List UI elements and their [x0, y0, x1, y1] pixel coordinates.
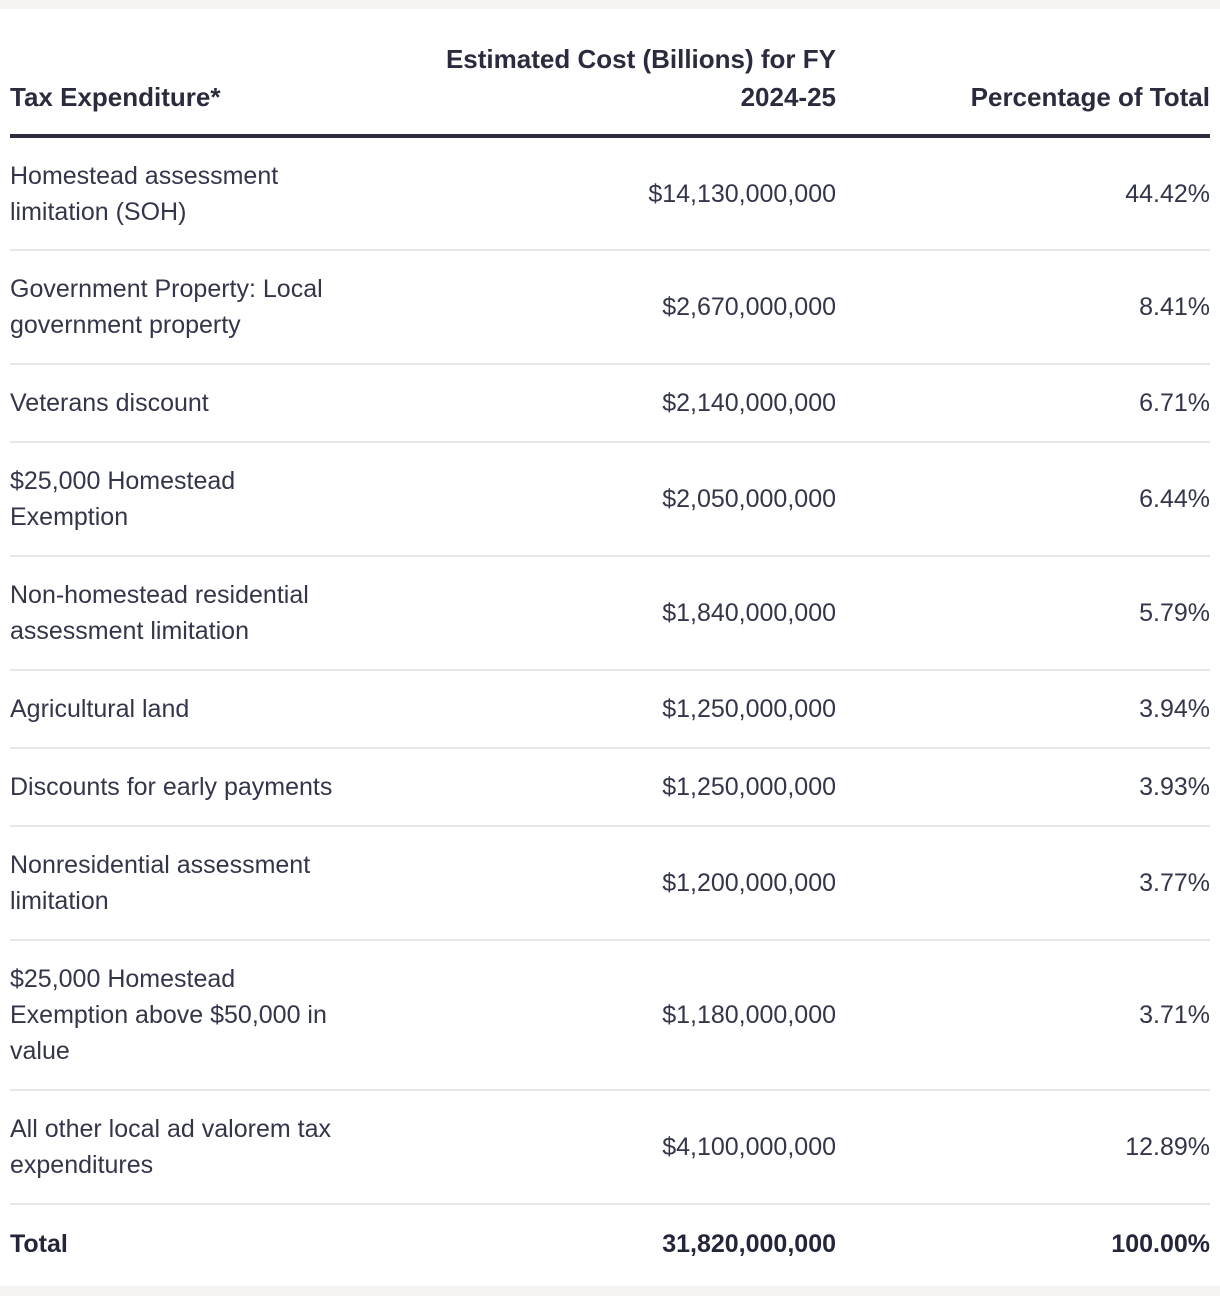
row-cost: $2,140,000,000	[366, 364, 836, 443]
row-percent: 6.44%	[836, 442, 1210, 557]
table-row: Discounts for early payments $1,250,000,…	[10, 748, 1210, 827]
header-tax-expenditure: Tax Expenditure*	[10, 9, 366, 138]
row-percent: 6.71%	[836, 364, 1210, 443]
table-row: Nonresidential assessment limitation $1,…	[10, 826, 1210, 941]
row-percent: 3.93%	[836, 748, 1210, 827]
row-percent: 3.77%	[836, 826, 1210, 941]
total-cost: 31,820,000,000	[662, 1230, 836, 1258]
row-name: All other local ad valorem tax expenditu…	[10, 1090, 366, 1205]
table-card: Tax Expenditure* Estimated Cost (Billion…	[0, 9, 1220, 1286]
tax-expenditure-table: Tax Expenditure* Estimated Cost (Billion…	[10, 9, 1210, 1284]
row-name: Veterans discount	[10, 364, 366, 443]
row-name: Nonresidential assessment limitation	[10, 826, 366, 941]
table-row: $25,000 Homestead Exemption above $50,00…	[10, 940, 1210, 1091]
table-footer: Total 31,820,000,000 100.00%	[10, 1204, 1210, 1284]
total-row: Total 31,820,000,000 100.00%	[10, 1204, 1210, 1284]
row-percent: 8.41%	[836, 250, 1210, 365]
row-cost: $4,100,000,000	[366, 1090, 836, 1205]
row-percent: 44.42%	[836, 136, 1210, 251]
row-cost: $2,050,000,000	[366, 442, 836, 557]
row-name: Discounts for early payments	[10, 748, 366, 827]
row-name: $25,000 Homestead Exemption	[10, 442, 366, 557]
row-name: $25,000 Homestead Exemption above $50,00…	[10, 940, 366, 1091]
row-percent: 12.89%	[836, 1090, 1210, 1205]
row-cost: $1,200,000,000	[366, 826, 836, 941]
table-header: Tax Expenditure* Estimated Cost (Billion…	[10, 9, 1210, 138]
row-cost: $2,670,000,000	[366, 250, 836, 365]
row-percent: 3.71%	[836, 940, 1210, 1091]
table-row: All other local ad valorem tax expenditu…	[10, 1090, 1210, 1205]
header-row: Tax Expenditure* Estimated Cost (Billion…	[10, 9, 1210, 138]
row-name: Non-homestead residential assessment lim…	[10, 556, 366, 671]
table-row: Agricultural land $1,250,000,000 3.94%	[10, 670, 1210, 749]
row-name: Government Property: Local government pr…	[10, 250, 366, 365]
row-cost: $1,180,000,000	[366, 940, 836, 1091]
table-row: Non-homestead residential assessment lim…	[10, 556, 1210, 671]
table-row: Homestead assessment limitation (SOH) $1…	[10, 136, 1210, 251]
header-estimated-cost: Estimated Cost (Billions) for FY 2024-25	[366, 9, 836, 138]
row-cost: $14,130,000,000	[366, 136, 836, 251]
row-name: Agricultural land	[10, 670, 366, 749]
total-label: Total	[10, 1230, 68, 1258]
row-percent: 5.79%	[836, 556, 1210, 671]
row-cost: $1,840,000,000	[366, 556, 836, 671]
table-body: Homestead assessment limitation (SOH) $1…	[10, 136, 1210, 1205]
table-row: Veterans discount $2,140,000,000 6.71%	[10, 364, 1210, 443]
row-cost: $1,250,000,000	[366, 670, 836, 749]
row-percent: 3.94%	[836, 670, 1210, 749]
total-percent: 100.00%	[1111, 1230, 1210, 1258]
table-row: Government Property: Local government pr…	[10, 250, 1210, 365]
header-percentage: Percentage of Total	[836, 9, 1210, 138]
table-row: $25,000 Homestead Exemption $2,050,000,0…	[10, 442, 1210, 557]
header-estimated-cost-text: Estimated Cost (Billions) for FY 2024-25	[445, 44, 836, 112]
row-name: Homestead assessment limitation (SOH)	[10, 136, 366, 251]
row-cost: $1,250,000,000	[366, 748, 836, 827]
